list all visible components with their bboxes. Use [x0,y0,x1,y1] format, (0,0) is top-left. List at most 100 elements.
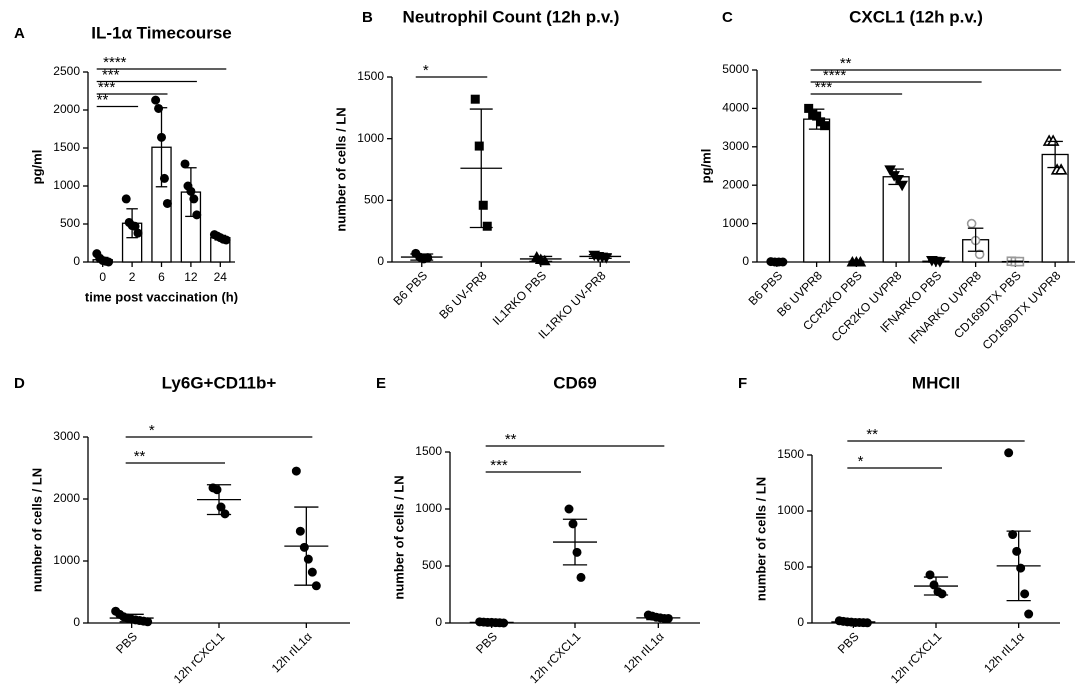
x-tick-label: B6 PBS [390,268,430,308]
x-tick-label: 12h rIL1α [621,629,667,675]
panel-letter: B [362,9,373,26]
x-tick-label: 6 [158,270,165,284]
y-axis-label: number of cells / LN [391,475,406,599]
y-axis-label: pg/ml [698,149,713,184]
chart-title: CXCL1 (12h p.v.) [849,7,983,26]
data-point [564,504,574,514]
y-tick-label: 3000 [53,429,80,443]
data-point [568,519,578,529]
data-point [143,617,153,627]
data-point [1012,546,1022,556]
x-tick-label: 12h rCXCL1 [527,629,584,686]
significance-label: *** [98,79,116,96]
data-point [121,194,131,204]
y-tick-label: 1000 [415,501,442,515]
data-point [303,554,313,564]
x-tick-label: 12h rIL1α [269,629,315,675]
data-point [192,210,202,220]
data-point [820,121,830,131]
chart-title: IL-1α Timecourse [91,23,232,42]
significance-label: *** [490,457,508,474]
y-tick-label: 1500 [777,447,804,461]
y-tick-label: 1500 [53,140,80,154]
significance-label: * [149,422,155,439]
data-point [576,572,586,582]
data-point [291,466,301,476]
data-point [159,173,169,183]
panel-letter: E [376,375,386,392]
data-point [154,103,164,113]
x-tick-label: PBS [473,629,500,656]
x-tick-label: IL1RKO PBS [490,268,549,327]
x-tick-label: CCR2KO UVPR8 [829,268,905,344]
y-tick-label: 500 [422,558,442,572]
x-tick-label: 12h rCXCL1 [888,629,945,686]
bar [882,176,910,263]
data-point [299,542,309,552]
y-axis-label: number of cells / LN [753,477,768,601]
data-point [572,547,582,557]
data-point [212,485,222,495]
panel-letter: A [14,25,25,42]
significance-label: ** [866,426,878,443]
y-tick-label: 0 [73,254,80,268]
data-point [974,249,985,260]
data-point [884,165,896,176]
panel-letter: C [722,9,733,26]
significance-label: ** [505,431,517,448]
data-point [295,526,305,536]
y-tick-label: 500 [784,559,804,573]
significance-label: **** [823,67,847,84]
y-tick-label: 0 [377,254,384,268]
significance-label: *** [815,79,833,96]
significance-label: * [423,62,429,79]
y-tick-label: 4000 [722,101,749,115]
x-tick-label: 12 [184,270,198,284]
significance-label: *** [102,66,120,83]
y-tick-label: 1000 [53,553,80,567]
y-tick-label: 1500 [357,69,384,83]
data-point [478,200,488,210]
data-point [1054,163,1068,175]
data-point [937,589,947,599]
x-tick-label: 12h rCXCL1 [171,629,228,686]
x-tick-label: 12h rIL1α [981,629,1027,675]
y-axis-label: number of cells / LN [333,107,348,231]
y-tick-label: 0 [742,254,749,268]
data-point [966,218,977,229]
x-tick-label: PBS [113,629,140,656]
y-tick-label: 1000 [722,216,749,230]
y-axis-label: number of cells / LN [29,468,44,592]
y-tick-label: 2000 [53,102,80,116]
x-tick-label: 24 [214,270,228,284]
y-tick-label: 0 [435,615,442,629]
significance-label: ** [97,91,109,108]
bar [803,118,831,263]
chart-title: CD69 [553,373,596,392]
x-tick-label: 0 [99,270,106,284]
data-point [189,194,199,204]
y-tick-label: 1000 [357,131,384,145]
panel-letter: D [14,375,25,392]
x-tick-label: B6 PBS [746,268,786,308]
data-point [1020,589,1030,599]
data-point [778,257,788,267]
x-tick-label: PBS [835,629,862,656]
data-point [474,141,484,151]
significance-label: **** [103,54,127,71]
x-tick-label: B6 UV-PR8 [436,268,490,322]
y-tick-label: 0 [797,615,804,629]
data-point [1024,609,1034,619]
y-tick-label: 3000 [722,139,749,153]
y-tick-label: 1000 [53,178,80,192]
data-point [470,94,480,104]
y-tick-label: 500 [60,216,80,230]
y-tick-label: 2000 [53,491,80,505]
significance-label: * [858,453,864,470]
chart-title: MHCII [912,373,960,392]
data-point [151,95,161,105]
data-point [307,567,317,577]
y-tick-label: 1500 [415,444,442,458]
y-axis-label: pg/ml [29,150,44,185]
